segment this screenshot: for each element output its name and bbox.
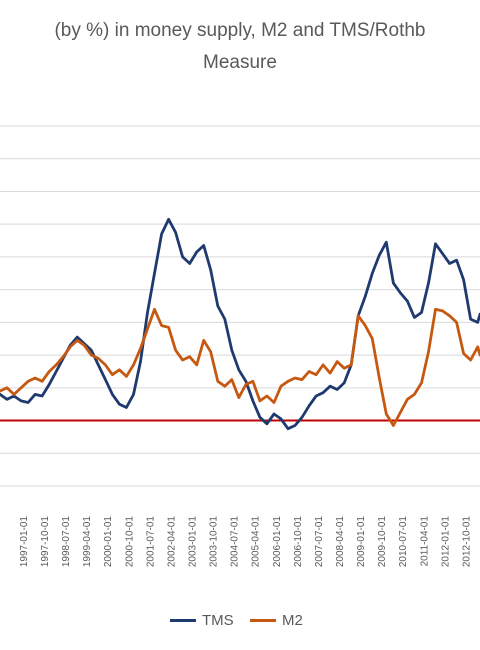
x-tick-label: 2001-07-01 bbox=[145, 516, 156, 568]
x-tick-label: 2010-07-01 bbox=[398, 516, 409, 568]
series-line-tms bbox=[0, 217, 480, 431]
x-tick-label: 2008-04-01 bbox=[335, 516, 346, 568]
x-tick-label: 1999-04-01 bbox=[82, 516, 93, 568]
legend-item-m2: M2 bbox=[250, 612, 303, 629]
x-tick-label: 2000-01-01 bbox=[103, 516, 114, 568]
legend-label-m2: M2 bbox=[282, 612, 303, 629]
x-tick-label: 2002-04-01 bbox=[166, 516, 177, 568]
series-line-m2 bbox=[0, 307, 480, 427]
chart-legend: TMS M2 bbox=[0, 612, 480, 634]
x-tick-label: 2000-10-01 bbox=[124, 516, 135, 568]
x-tick-label: 2003-10-01 bbox=[209, 516, 220, 568]
x-tick-label: 2009-01-01 bbox=[356, 516, 367, 568]
x-tick-label: 2012-10-01 bbox=[462, 516, 473, 568]
legend-swatch-tms bbox=[170, 619, 196, 622]
x-axis: 1997-01-01 1997-10-01 1998-07-01 1999-04-01… bbox=[19, 516, 473, 568]
x-tick-label: 2006-10-01 bbox=[293, 516, 304, 568]
x-tick-label: 2005-04-01 bbox=[251, 516, 262, 568]
gridlines bbox=[0, 125, 480, 487]
x-tick-label: 1997-01-01 bbox=[19, 516, 30, 568]
series-lines bbox=[0, 217, 480, 431]
x-tick-label: 2011-04-01 bbox=[419, 516, 430, 567]
legend-item-tms: TMS bbox=[170, 612, 234, 629]
legend-swatch-m2 bbox=[250, 619, 276, 622]
x-tick-label: 2009-10-01 bbox=[377, 516, 388, 568]
x-tick-label: 2006-01-01 bbox=[272, 516, 283, 568]
chart-title-line-1: (by %) in money supply, M2 and TMS/Rothb bbox=[54, 20, 426, 41]
x-tick-label: 2003-01-01 bbox=[188, 516, 199, 568]
x-tick-label: 2007-07-01 bbox=[314, 516, 325, 568]
x-tick-label: 1998-07-01 bbox=[61, 516, 72, 568]
x-tick-label: 2004-07-01 bbox=[230, 516, 241, 568]
chart-title-line-2: Measure bbox=[203, 52, 277, 73]
x-tick-label: 1997-10-01 bbox=[40, 516, 51, 568]
x-tick-label: 2012-01-01 bbox=[440, 516, 451, 568]
legend-label-tms: TMS bbox=[202, 612, 234, 629]
